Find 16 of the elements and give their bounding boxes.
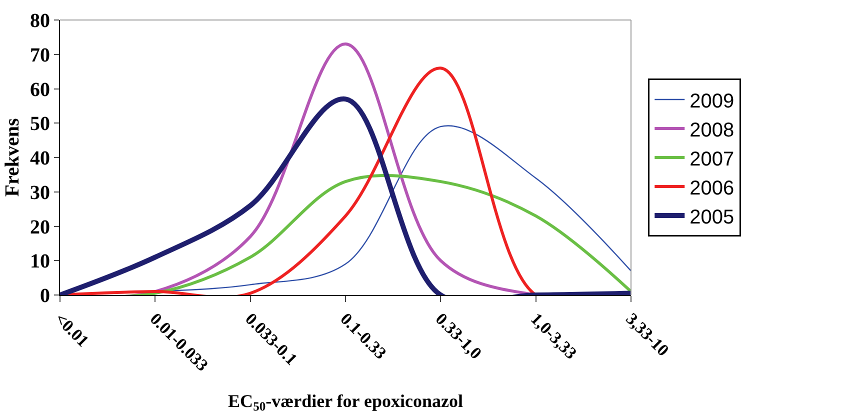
legend-label: 2005	[690, 206, 734, 228]
y-axis-title: Frekvens	[2, 118, 24, 197]
y-tick-label: 40	[30, 148, 50, 170]
legend-label: 2007	[690, 148, 734, 170]
y-tick-label: 60	[30, 78, 50, 101]
legend-label: 2006	[690, 177, 734, 200]
y-tick-label: 0	[40, 285, 50, 307]
y-tick-label: 70	[30, 44, 50, 66]
x-axis-title: EC$_{50}$-værdier for epoxiconazol	[228, 390, 463, 414]
legend-label: 2009	[690, 90, 734, 112]
y-tick-label: 20	[30, 216, 50, 238]
y-tick-label: 10	[30, 250, 50, 273]
y-tick-label: 30	[30, 182, 50, 204]
legend-label: 2008	[690, 119, 734, 142]
y-tick-label: 50	[30, 113, 50, 136]
y-tick-label: 80	[30, 10, 50, 32]
